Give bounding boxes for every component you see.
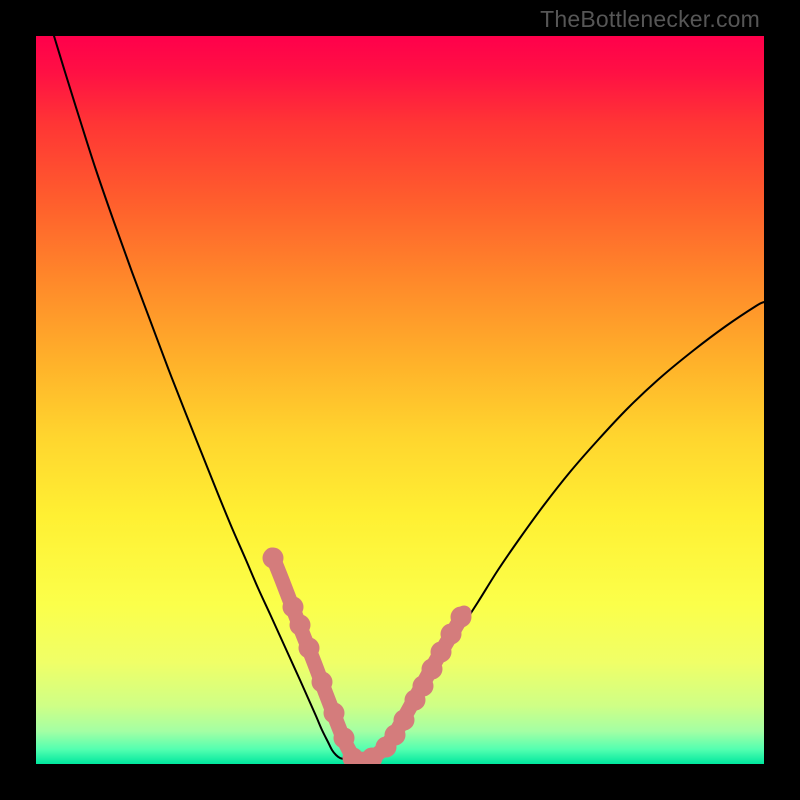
marker-left-dot-1	[283, 597, 304, 618]
marker-right-dot-3	[394, 710, 415, 731]
marker-left-dot-5	[324, 703, 345, 724]
marker-left-dot-2	[290, 615, 311, 636]
chart-stage: TheBottlenecker.com	[0, 0, 800, 800]
marker-left-dot-3	[299, 638, 320, 659]
marker-left-dot-0	[263, 548, 284, 569]
root-container: TheBottlenecker.com	[0, 0, 800, 800]
chart-svg	[0, 0, 800, 800]
marker-left-dot-7	[343, 748, 364, 769]
marker-left-dot-6	[334, 728, 355, 749]
marker-right-dot-9	[451, 607, 472, 628]
marker-left-dot-4	[312, 672, 333, 693]
marker-right-dot-7	[431, 642, 452, 663]
watermark-text: TheBottlenecker.com	[540, 6, 760, 33]
